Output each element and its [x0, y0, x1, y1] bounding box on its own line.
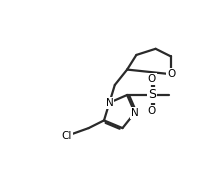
Text: N: N	[131, 108, 139, 118]
Text: N: N	[106, 98, 113, 108]
Text: O: O	[148, 106, 156, 116]
Text: Cl: Cl	[62, 131, 72, 141]
Text: O: O	[167, 69, 175, 79]
Text: S: S	[148, 88, 156, 102]
Text: O: O	[148, 74, 156, 84]
